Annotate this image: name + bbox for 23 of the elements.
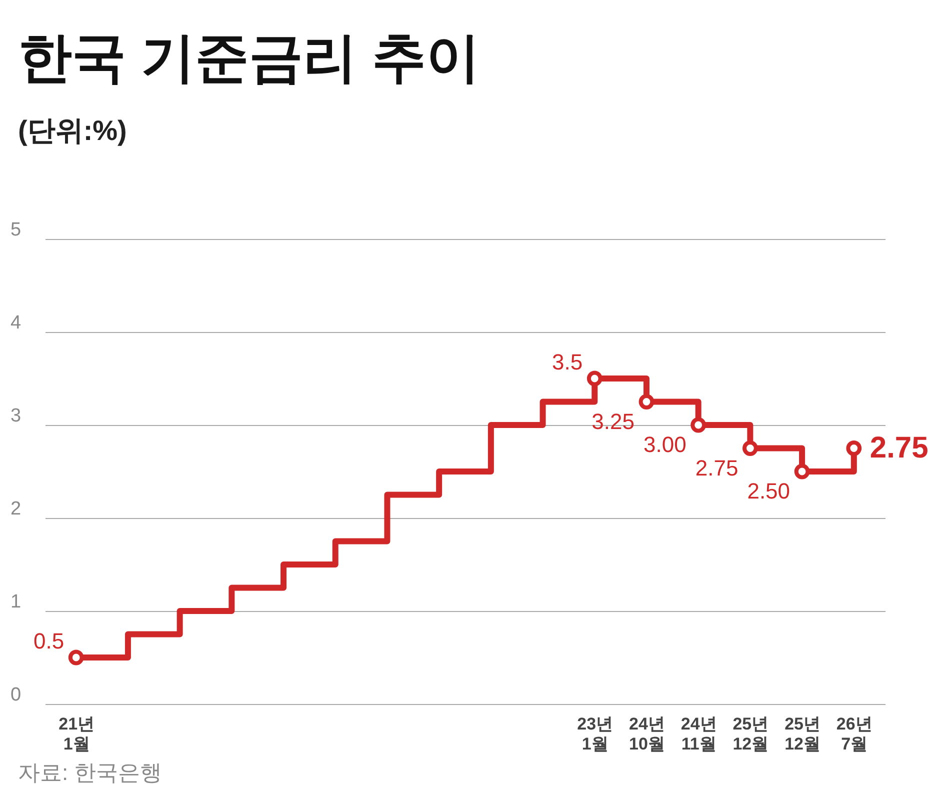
data-label: 3.00 [644, 432, 686, 457]
chart-title: 한국 기준금리 추이 [18, 27, 480, 90]
text: 자료: 한국은행 [18, 759, 162, 787]
x-tick-label: 26년 7월 [836, 714, 872, 754]
data-label: 3.5 [552, 350, 583, 374]
x-tick-label: 25년 12월 [784, 714, 820, 754]
data-label: 3.25 [592, 408, 634, 434]
y-tick-label: 0 [10, 684, 22, 706]
x-tick-label: 21년 1월 [58, 714, 95, 754]
y-tick-label: 1 [10, 592, 22, 612]
x-tick-label: 24년 10월 [629, 714, 665, 754]
x-tick-label: 23년 1월 [577, 714, 614, 754]
x-tick-label: 24년 11월 [680, 714, 717, 754]
data-label: 2.75 [695, 455, 738, 480]
data-label: 2.50 [747, 478, 790, 504]
y-tick-label: 5 [10, 220, 22, 240]
data-label: 0.5 [34, 628, 64, 654]
x-tick-label: 25년 12월 [732, 714, 769, 754]
y-tick-label: 2 [10, 498, 22, 520]
y-tick-label: 3 [10, 406, 22, 426]
data-label: 2.75 [870, 431, 928, 464]
chart-subtitle: (단위:%) [18, 114, 127, 148]
y-tick-label: 4 [10, 312, 22, 334]
